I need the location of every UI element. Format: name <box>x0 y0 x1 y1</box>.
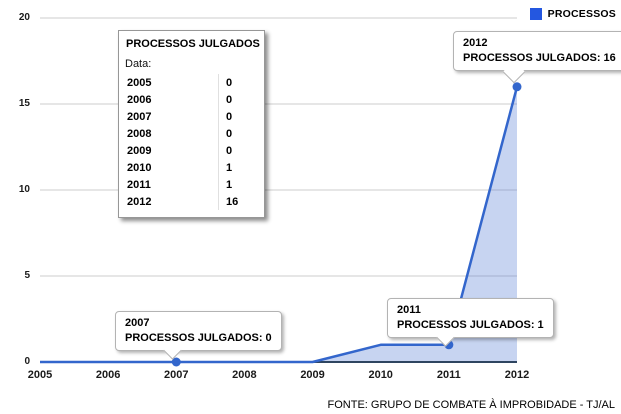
x-axis-label: 2005 <box>27 369 53 381</box>
y-axis-label: 20 <box>18 12 30 23</box>
data-table-value: 0 <box>218 74 264 91</box>
data-table-row: 2010 1 <box>119 159 264 176</box>
legend[interactable]: PROCESSOS <box>529 8 616 20</box>
x-axis-label: 2009 <box>300 369 325 381</box>
series-line[interactable] <box>40 86 519 364</box>
data-table-row: 2008 0 <box>119 125 264 142</box>
tooltip-2011: 2011 PROCESSOS JULGADOS: 1 <box>387 298 554 347</box>
data-table-year: 2005 <box>127 76 152 89</box>
tooltip-text: PROCESSOS JULGADOS: 16 <box>463 52 616 64</box>
y-axis-label: 5 <box>24 270 30 281</box>
data-table-value: 1 <box>218 159 264 176</box>
data-table-value: 1 <box>218 176 264 193</box>
tooltip-2012: 2012 PROCESSOS JULGADOS: 16 <box>453 31 621 84</box>
tooltip-text: PROCESSOS JULGADOS: 0 <box>125 332 272 344</box>
data-table-year: 2009 <box>127 144 152 157</box>
data-table-value: 16 <box>218 193 264 210</box>
data-table-year: 2007 <box>127 110 152 123</box>
data-table-subtitle: Data: <box>125 58 152 70</box>
y-axis-label: 0 <box>24 356 30 367</box>
x-axis-label: 2012 <box>504 369 530 381</box>
y-axis-label: 15 <box>18 98 30 109</box>
data-table-year: 2011 <box>127 178 151 191</box>
data-table-box: PROCESSOS JULGADOS Data: 2005 0 2006 0 2007 0… <box>118 30 265 218</box>
legend-label: PROCESSOS <box>547 8 616 20</box>
source-footer: FONTE: GRUPO DE COMBATE À IMPROBIDADE - … <box>327 399 615 411</box>
data-table-title: PROCESSOS JULGADOS <box>126 38 260 50</box>
x-axis-label: 2007 <box>164 369 189 381</box>
data-table-row: 2005 0 <box>119 74 264 91</box>
data-table-value: 0 <box>218 125 264 142</box>
data-point-marker[interactable] <box>512 82 522 92</box>
legend-swatch-icon <box>529 8 542 20</box>
data-table-rows: 2005 0 2006 0 2007 0 2008 0 2009 0 2010 1 2011 1 2012 1… <box>119 74 264 210</box>
tooltip-2007: 2007 PROCESSOS JULGADOS: 0 <box>115 311 282 360</box>
data-table-year: 2012 <box>127 195 152 208</box>
data-table-year: 2010 <box>127 161 152 174</box>
data-table-value: 0 <box>218 91 264 108</box>
data-table-row: 2011 1 <box>119 176 264 193</box>
tooltip-year: 2011 <box>397 304 421 316</box>
data-table-year: 2006 <box>127 93 152 106</box>
y-axis-label: 10 <box>18 184 30 195</box>
data-table-value: 0 <box>218 108 264 125</box>
data-point-marker[interactable] <box>171 357 181 367</box>
data-table-year: 2008 <box>127 127 152 140</box>
tooltip-year: 2012 <box>463 37 488 49</box>
data-table-value: 0 <box>218 142 264 159</box>
tooltip-text: PROCESSOS JULGADOS: 1 <box>397 319 544 331</box>
data-table-row: 2009 0 <box>119 142 264 159</box>
tooltip-year: 2007 <box>125 317 150 329</box>
x-axis-label: 2011 <box>436 369 461 381</box>
data-table-row: 2007 0 <box>119 108 264 125</box>
x-axis-label: 2006 <box>95 369 121 381</box>
data-table-row: 2012 16 <box>119 193 264 210</box>
x-axis-label: 2010 <box>368 369 393 381</box>
data-table-row: 2006 0 <box>119 91 264 108</box>
x-axis-label: 2008 <box>232 369 257 381</box>
